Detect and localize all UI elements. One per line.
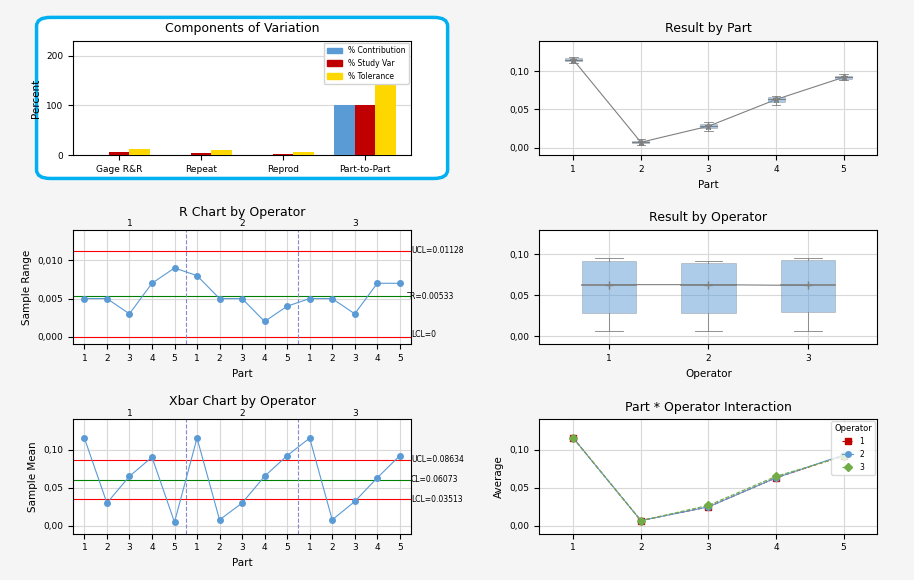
3 xyxy=(838,453,849,460)
2 xyxy=(635,517,646,524)
Bar xyxy=(130,149,150,155)
Y-axis label: Sample Mean: Sample Mean xyxy=(27,441,37,512)
3 xyxy=(771,473,781,480)
1 xyxy=(771,474,781,481)
Text: UCL=0.08634: UCL=0.08634 xyxy=(411,455,464,465)
2 xyxy=(703,503,714,510)
2 xyxy=(568,434,579,441)
Text: LCL=0: LCL=0 xyxy=(411,330,436,339)
Title: Result by Operator: Result by Operator xyxy=(650,212,768,224)
1 xyxy=(635,517,646,524)
Text: ̅R=0.00533: ̅R=0.00533 xyxy=(411,292,454,300)
Bar xyxy=(581,261,636,313)
X-axis label: Part: Part xyxy=(232,558,252,568)
Title: Result by Part: Result by Part xyxy=(665,22,752,35)
Text: LCL=0.03513: LCL=0.03513 xyxy=(411,495,462,503)
Bar xyxy=(272,154,293,155)
X-axis label: Part: Part xyxy=(698,180,718,190)
Bar xyxy=(376,52,396,155)
Bar xyxy=(768,97,784,102)
Line: 1: 1 xyxy=(570,435,846,523)
Bar xyxy=(632,141,649,143)
Bar xyxy=(191,153,211,155)
Title: Components of Variation: Components of Variation xyxy=(165,22,319,35)
Line: 2: 2 xyxy=(570,435,846,523)
1 xyxy=(568,434,579,441)
2 xyxy=(838,451,849,458)
Y-axis label: Average: Average xyxy=(494,455,505,498)
Text: UCL=0.01128: UCL=0.01128 xyxy=(411,246,463,255)
Y-axis label: Sample Range: Sample Range xyxy=(22,249,32,325)
Text: CL=0.06073: CL=0.06073 xyxy=(411,475,459,484)
3 xyxy=(703,502,714,509)
X-axis label: Operator: Operator xyxy=(685,369,732,379)
Bar xyxy=(700,124,717,129)
2 xyxy=(771,474,781,481)
Bar xyxy=(681,263,736,313)
Title: Part * Operator Interaction: Part * Operator Interaction xyxy=(625,401,792,414)
Title: R Chart by Operator: R Chart by Operator xyxy=(179,206,305,219)
Bar xyxy=(565,58,581,61)
Bar xyxy=(835,76,852,79)
3 xyxy=(568,434,579,441)
3 xyxy=(635,517,646,524)
Bar xyxy=(335,106,355,155)
Line: 3: 3 xyxy=(570,435,846,523)
Legend: % Contribution, % Study Var, % Tolerance: % Contribution, % Study Var, % Tolerance xyxy=(324,43,409,84)
Legend: 1, 2, 3: 1, 2, 3 xyxy=(832,421,875,475)
Bar xyxy=(781,260,835,311)
1 xyxy=(703,503,714,510)
Y-axis label: Percent: Percent xyxy=(30,78,40,118)
Bar xyxy=(355,106,376,155)
Bar xyxy=(211,150,232,155)
Bar xyxy=(293,153,314,155)
1 xyxy=(838,452,849,459)
Title: Xbar Chart by Operator: Xbar Chart by Operator xyxy=(168,395,315,408)
Bar xyxy=(109,153,130,155)
X-axis label: Part: Part xyxy=(232,369,252,379)
